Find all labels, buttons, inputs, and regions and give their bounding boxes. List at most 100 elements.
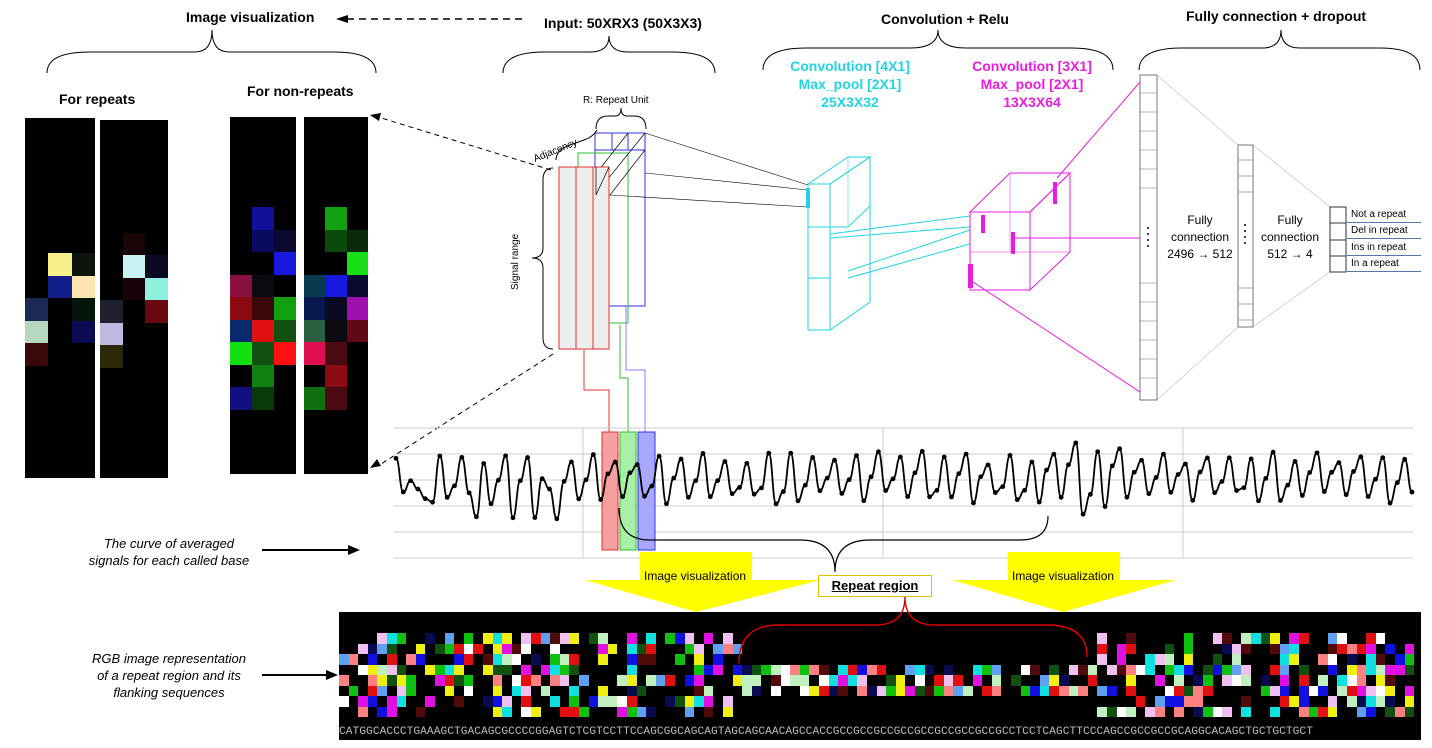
rgb-pixel: [463, 633, 474, 644]
rgb-pixel: [559, 633, 570, 644]
rgb-caption-line-2: of a repeat region and its: [97, 668, 241, 683]
rgb-pixel: [703, 633, 714, 644]
rgb-pixel: [713, 664, 723, 675]
pixel-cell: [325, 229, 347, 252]
rgb-pixel: [1174, 664, 1184, 675]
rgb-pixel: [761, 664, 771, 675]
rgb-pixel: [1356, 685, 1367, 696]
rgb-pixel: [646, 633, 656, 644]
pixel-cell: [325, 207, 347, 230]
rgb-pixel: [521, 675, 531, 686]
rgb-pixel: [1126, 685, 1136, 696]
conv2-kernels: [968, 182, 1057, 288]
pixel-cell: [274, 342, 296, 365]
rgb-pixel: [627, 654, 637, 665]
rgb-pixel: [454, 675, 464, 686]
rgb-pixel: [1078, 685, 1088, 696]
conv1-label: Convolution [4X1] Max_pool [2X1] 25X3X32: [770, 57, 930, 111]
rgb-pixel: [819, 675, 829, 686]
rgb-pixel: [579, 706, 589, 717]
fc2-line-2: connection: [1260, 230, 1320, 244]
rgb-pixel: [1068, 664, 1079, 675]
rgb-pixel: [1049, 685, 1059, 696]
rgb-pixel: [559, 654, 570, 665]
rgb-pixel: [415, 654, 426, 665]
output-ins-in-repeat: Ins in repeat: [1347, 240, 1421, 256]
conv1-line-1: Convolution [4X1]: [790, 58, 910, 74]
rgb-pixel: [790, 664, 800, 675]
fc1-label: Fully connection 2496 → 512: [1158, 212, 1242, 263]
rgb-pixel: [1356, 706, 1367, 717]
pixel-cell: [252, 207, 274, 230]
rgb-pixel: [396, 633, 407, 644]
rgb-pixel: [1279, 643, 1290, 654]
rgb-pixel: [463, 654, 474, 665]
rgb-pixel: [924, 685, 935, 696]
rgb-pixel: [1174, 706, 1184, 717]
pixel-cell: [304, 319, 326, 342]
rgb-pixel: [1049, 675, 1059, 686]
rgb-pixel: [703, 706, 714, 717]
title-input: Input: 50XRX3 (50X3X3): [544, 15, 702, 31]
input-panel-labels: R: Repeat Unit Adjacency Signal range: [510, 95, 649, 290]
dashed-arrow-to-visualization: [336, 15, 522, 23]
rgb-pixel: [1145, 654, 1155, 665]
rgb-pixel: [886, 685, 896, 696]
rgb-pixel: [1222, 643, 1232, 654]
rgb-pixel: [1097, 685, 1107, 696]
repeat-unit-highlights: [601, 431, 656, 551]
rgb-pixel: [502, 633, 512, 644]
rgb-pixel: [1299, 685, 1309, 696]
rgb-pixel: [348, 685, 359, 696]
rgb-pixel: [1222, 633, 1232, 644]
rgb-pixel: [531, 706, 541, 717]
rgb-pixel: [1385, 643, 1395, 654]
rgb-pixel: [1126, 664, 1136, 675]
rgb-pixel: [742, 685, 752, 696]
rgb-pixel: [511, 675, 522, 686]
rgb-pixel: [444, 633, 455, 644]
rgb-pixel: [339, 654, 349, 665]
rgb-pixel: [387, 633, 397, 644]
rgb-pixel: [1347, 664, 1357, 675]
rgb-pixel: [713, 643, 723, 654]
rgb-pixel: [387, 643, 397, 654]
rgb-pixel: [1135, 696, 1146, 707]
rgb-pixel: [569, 685, 579, 696]
rgb-pixel: [819, 685, 829, 696]
rgb-pixel: [1039, 675, 1050, 686]
rgb-pixel: [406, 654, 416, 665]
rgb-pixel: [751, 685, 762, 696]
rgb-pixel: [1318, 706, 1328, 717]
rgb-pixel: [703, 696, 714, 707]
curve-caption-arrow: [262, 545, 360, 555]
rgb-pixel: [694, 664, 704, 675]
rgb-pixel: [847, 664, 858, 675]
pixel-cell: [25, 320, 49, 343]
rgb-pixel: [531, 675, 541, 686]
rgb-pixel: [1231, 654, 1242, 665]
rgb-pixel: [905, 685, 915, 696]
rgb-pixel: [1260, 633, 1271, 644]
pixel-cell: [274, 229, 296, 252]
yellow-label-left: Image visualization: [644, 569, 747, 583]
rgb-pixel: [867, 685, 877, 696]
rgb-pixel: [358, 643, 368, 654]
rgb-pixel: [627, 633, 637, 644]
rgb-pixel: [1337, 685, 1347, 696]
rgb-pixel: [1404, 654, 1415, 665]
rgb-pixel: [588, 696, 599, 707]
rgb-pixel: [1126, 633, 1136, 644]
pixel-cell: [346, 274, 368, 297]
rgb-pixel: [1030, 664, 1040, 675]
repeat-region-brace: [618, 507, 1049, 573]
rgb-pixel: [1011, 675, 1021, 686]
rgb-pixel: [1241, 706, 1251, 717]
rgb-pixel: [1164, 664, 1175, 675]
rgb-pixel: [857, 685, 867, 696]
rgb-pixel: [531, 654, 541, 665]
rgb-pixel: [1366, 654, 1376, 665]
fc1-line-1: Fully: [1187, 213, 1213, 227]
curve-caption: The curve of averaged signals for each c…: [60, 535, 278, 569]
pixel-cell: [325, 387, 347, 410]
